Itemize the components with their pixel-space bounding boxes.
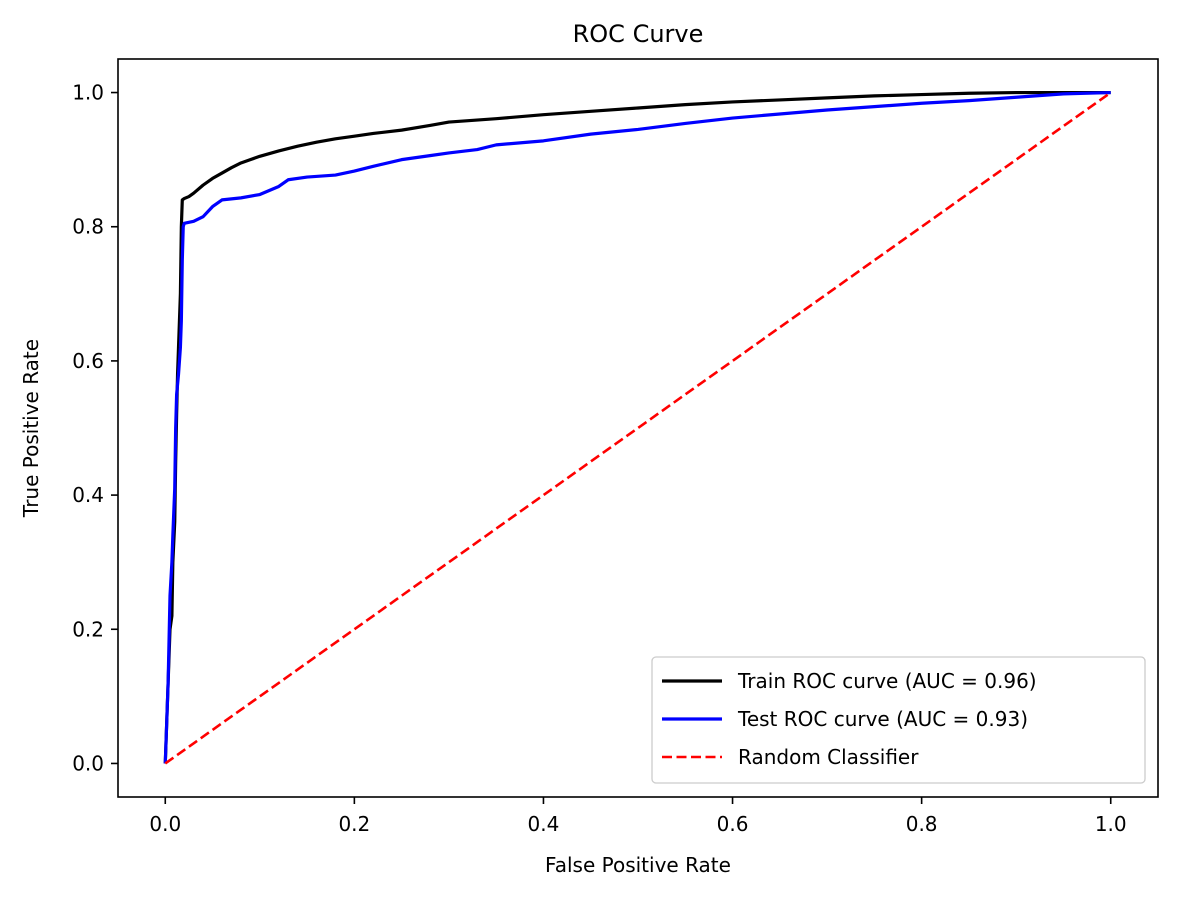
x-axis-label: False Positive Rate: [545, 853, 731, 877]
x-tick-label-2: 0.4: [528, 812, 560, 836]
y-axis-label: True Positive Rate: [19, 339, 43, 518]
legend-label-1: Test ROC curve (AUC = 0.93): [737, 707, 1028, 731]
x-tick-label-0: 0.0: [149, 812, 181, 836]
x-tick-label-1: 0.2: [338, 812, 370, 836]
x-tick-label-3: 0.6: [717, 812, 749, 836]
plot-area: 0.0 0.2 0.4 0.6 0.8 1.0 0.0 0.2 0.4 0.6 0.8 1.0: [72, 58, 1159, 836]
series-line-2: [164, 91, 1112, 765]
series-line-1: [163, 90, 1111, 764]
y-tick-label-3: 0.6: [72, 349, 104, 373]
x-tick-label-4: 0.8: [906, 812, 938, 836]
y-tick-label-5: 1.0: [72, 81, 104, 105]
y-tick-label-0: 0.0: [72, 751, 104, 775]
x-tick-label-5: 1.0: [1095, 812, 1127, 836]
y-tick-label-4: 0.8: [72, 215, 104, 239]
legend-label-2: Random Classifier: [738, 745, 919, 769]
plot-frame: [117, 58, 1159, 798]
y-tick-label-1: 0.2: [72, 617, 104, 641]
legend: Train ROC curve (AUC = 0.96) Test ROC cur…: [651, 656, 1146, 784]
y-tick-label-2: 0.4: [72, 483, 104, 507]
legend-label-0: Train ROC curve (AUC = 0.96): [737, 669, 1037, 693]
legend-box: [651, 656, 1146, 784]
chart-title: ROC Curve: [573, 20, 704, 48]
